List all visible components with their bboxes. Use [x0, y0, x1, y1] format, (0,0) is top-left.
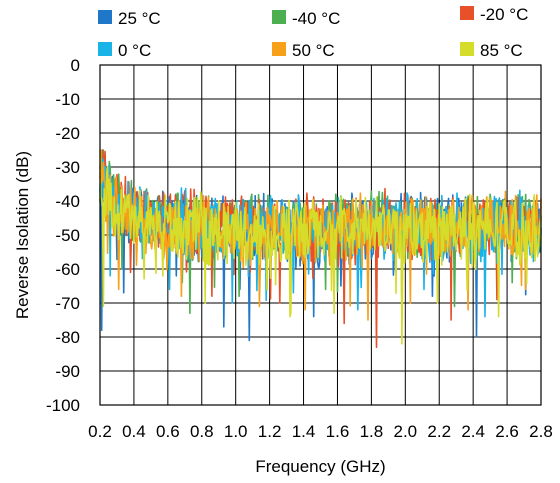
y-tick-label: -20 — [55, 124, 80, 143]
y-tick-label: -80 — [55, 328, 80, 347]
legend-label: -20 °C — [480, 5, 528, 24]
x-tick-label: 2.8 — [529, 422, 553, 441]
y-tick-label: -70 — [55, 294, 80, 313]
y-tick-label: -40 — [55, 192, 80, 211]
legend-swatch — [272, 42, 286, 56]
y-tick-label: -100 — [46, 396, 80, 415]
x-tick-label: 0.8 — [190, 422, 214, 441]
series-layer — [99, 149, 542, 348]
x-tick-label: 2.2 — [427, 422, 451, 441]
x-tick-label: 0.4 — [122, 422, 146, 441]
legend-swatch — [272, 10, 286, 24]
legend-swatch — [98, 10, 112, 24]
legend-label: 0 °C — [118, 41, 151, 60]
x-tick-label: 1.0 — [224, 422, 248, 441]
x-tick-label: 1.2 — [258, 422, 282, 441]
y-tick-label: -10 — [55, 90, 80, 109]
y-tick-label: -60 — [55, 260, 80, 279]
y-tick-label: -50 — [55, 226, 80, 245]
x-tick-label: 1.6 — [326, 422, 350, 441]
series-line — [99, 149, 542, 345]
legend-label: 85 °C — [480, 41, 523, 60]
legend-label: 50 °C — [292, 41, 335, 60]
legend-swatch — [460, 42, 474, 56]
x-tick-label: 0.2 — [88, 422, 112, 441]
x-tick-label: 0.6 — [156, 422, 180, 441]
legend: 25 °C -40 °C -20 °C 0 °C 50 °C 85 °C — [98, 5, 528, 60]
plot-frame — [99, 64, 542, 406]
legend-swatch — [98, 42, 112, 56]
y-tick-label: -30 — [55, 158, 80, 177]
y-axis-title: Reverse Isolation (dB) — [13, 151, 32, 319]
x-tick-label: 2.4 — [461, 422, 485, 441]
y-tick-label: 0 — [71, 56, 80, 75]
x-tick-label: 1.4 — [292, 422, 316, 441]
x-tick-label: 2.0 — [393, 422, 417, 441]
legend-label: -40 °C — [292, 9, 340, 28]
y-tick-label: -90 — [55, 362, 80, 381]
legend-label: 25 °C — [118, 9, 161, 28]
x-tick-label: 1.8 — [360, 422, 384, 441]
x-axis-title: Frequency (GHz) — [255, 457, 385, 476]
legend-swatch — [460, 6, 474, 20]
y-tick-labels: 0 -10 -20 -30 -40 -50 -60 -70 -80 -90 -100 — [46, 56, 80, 415]
x-tick-labels: 0.2 0.4 0.6 0.8 1.0 1.2 1.4 1.6 1.8 2.0 2.2 2.4 2.6 2… — [88, 422, 553, 441]
x-tick-label: 2.6 — [495, 422, 519, 441]
